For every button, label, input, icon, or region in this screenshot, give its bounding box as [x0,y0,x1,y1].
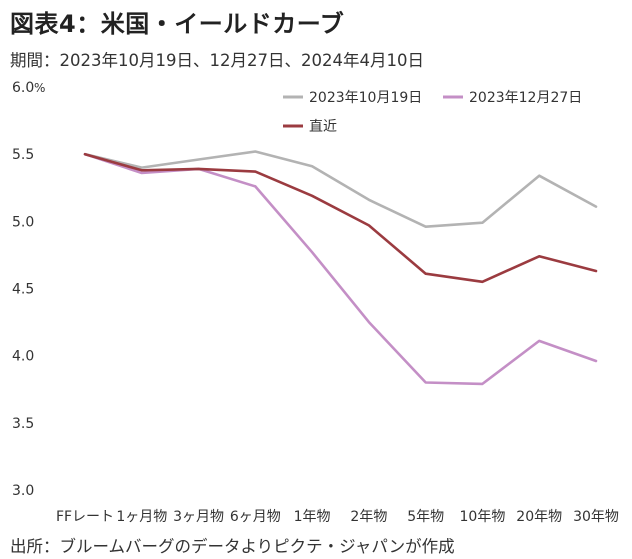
source-note: 出所：ブルームバーグのデータよりピクテ・ジャパンが作成 [10,537,455,556]
legend-label: 2023年12月27日 [469,90,582,106]
y-tick-label: 6.0 [12,80,34,96]
x-axis: FFレート 1ヶ月物 3ヶ月物 6ヶ月物 1年物 2年物 5年物 10年物 20年物 30年物 [56,509,619,525]
chart-title: 図表4：米国・イールドカーブ [10,10,345,38]
chart-subtitle: 期間：2023年10月19日、12月27日、2024年4月10日 [10,51,424,70]
x-tick-label: 1ヶ月物 [116,509,167,525]
y-tick-label: 4.5 [12,282,34,298]
x-tick-label: 3ヶ月物 [173,509,224,525]
series-line-1 [83,152,598,386]
y-unit-label: % [34,81,45,95]
y-axis: 3.0 3.5 4.0 4.5 5.0 5.5 6.0% [12,80,45,499]
x-tick-label: 6ヶ月物 [230,509,281,525]
x-tick-label: 20年物 [516,509,562,525]
y-tick-label: 5.5 [12,147,34,163]
x-tick-label: 5年物 [407,509,444,525]
x-tick-label: FFレート [56,509,114,525]
series-line-0 [83,150,598,228]
x-tick-label: 30年物 [573,509,619,525]
series-line-2 [83,152,598,284]
legend-label: 2023年10月19日 [309,90,422,106]
x-tick-label: 1年物 [294,509,331,525]
y-tick-label: 3.0 [12,483,34,499]
plot-area [83,150,598,386]
y-tick-label: 5.0 [12,214,34,230]
y-tick-label: 4.0 [12,349,34,365]
y-tick-label: 3.5 [12,416,34,432]
legend-label: 直近 [309,118,337,135]
x-tick-label: 10年物 [460,509,506,525]
x-tick-label: 2年物 [350,509,387,525]
